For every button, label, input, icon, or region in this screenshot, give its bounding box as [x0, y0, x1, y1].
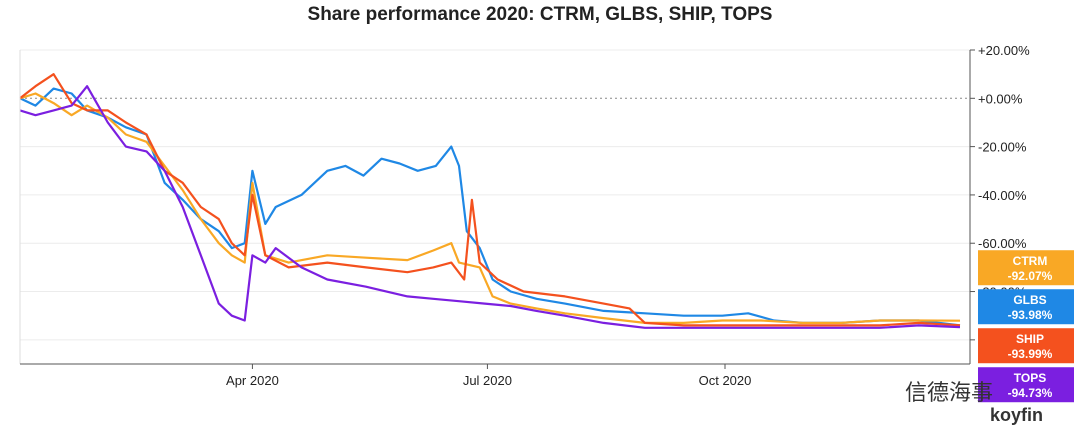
badge-series-name: SHIP: [1016, 332, 1044, 346]
y-tick-label: -60.00%: [978, 236, 1027, 251]
badge-series-value: -92.07%: [1008, 269, 1053, 283]
series-line-ship: [19, 73, 961, 327]
x-tick-label: Apr 2020: [226, 373, 279, 388]
badge-background: [978, 367, 1074, 403]
badge-series-name: TOPS: [1014, 371, 1046, 385]
chart-title: Share performance 2020: CTRM, GLBS, SHIP…: [307, 4, 773, 25]
badge-series-name: GLBS: [1013, 293, 1046, 307]
badge-ship: SHIP-93.99%: [978, 328, 1074, 364]
badge-background: [978, 328, 1074, 364]
badge-background: [978, 250, 1074, 286]
y-tick-label: -20.00%: [978, 140, 1027, 155]
brand-logo: koyfin: [990, 405, 1044, 425]
badge-glbs: GLBS-93.98%: [978, 289, 1074, 325]
badge-tops: TOPS-94.73%: [978, 367, 1074, 403]
series-lines: [19, 73, 961, 329]
badge-series-name: CTRM: [1013, 254, 1048, 268]
series-line-tops: [19, 85, 961, 329]
y-tick-label: +20.00%: [978, 43, 1030, 58]
y-tick-label: -40.00%: [978, 188, 1027, 203]
end-value-badges: CTRM-92.07%GLBS-93.98%SHIP-93.99%TOPS-94…: [978, 250, 1074, 403]
badge-series-value: -93.98%: [1008, 308, 1053, 322]
watermark-text: 信德海事: [905, 381, 994, 406]
x-tick-label: Jul 2020: [463, 373, 512, 388]
y-tick-label: +0.00%: [978, 91, 1023, 106]
x-tick-label: Oct 2020: [699, 373, 752, 388]
badge-series-value: -93.99%: [1008, 347, 1053, 361]
series-line-ctrm: [19, 92, 961, 324]
badge-ctrm: CTRM-92.07%: [978, 250, 1074, 286]
badge-series-value: -94.73%: [1008, 386, 1053, 400]
badge-background: [978, 289, 1074, 325]
axes: +20.00%+0.00%-20.00%-40.00%-60.00%-80.00…: [19, 43, 1034, 388]
